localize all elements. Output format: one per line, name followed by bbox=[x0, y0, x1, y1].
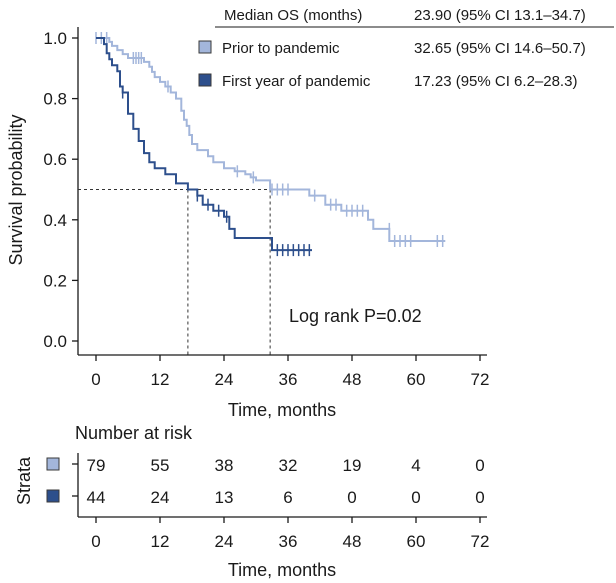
risk-value-prior: 55 bbox=[151, 456, 170, 475]
x-tick-label: 0 bbox=[91, 370, 100, 389]
risk-swatch-pandemic bbox=[46, 489, 60, 503]
x-tick-label: 12 bbox=[151, 370, 170, 389]
risk-value-pandemic: 6 bbox=[283, 488, 292, 507]
risk-value-prior: 38 bbox=[215, 456, 234, 475]
risk-value-pandemic: 24 bbox=[151, 488, 170, 507]
legend-header-label: Median OS (months) bbox=[224, 7, 362, 24]
risk-value-prior: 32 bbox=[279, 456, 298, 475]
y-tick-label: 0.6 bbox=[43, 150, 67, 169]
risk-value-prior: 79 bbox=[87, 456, 106, 475]
legend-entry-pandemic-value: 17.23 (95% CI 6.2–28.3) bbox=[414, 73, 577, 90]
y-tick-label: 1.0 bbox=[43, 29, 67, 48]
risk-x-tick-label: 60 bbox=[407, 532, 426, 551]
risk-x-axis-label: Time, months bbox=[228, 560, 336, 580]
survival-curves bbox=[95, 32, 446, 257]
y-ticks: 0.0 0.2 0.4 0.6 0.8 1.0 bbox=[43, 29, 78, 351]
risk-x-tick-label: 0 bbox=[91, 532, 100, 551]
risk-value-pandemic: 0 bbox=[411, 488, 420, 507]
survival-curve-pandemic bbox=[96, 37, 312, 252]
x-tick-label: 48 bbox=[343, 370, 362, 389]
legend-header-value: 23.90 (95% CI 13.1–34.7) bbox=[414, 7, 586, 24]
risk-value-pandemic: 0 bbox=[475, 488, 484, 507]
log-rank-annotation: Log rank P=0.02 bbox=[289, 306, 422, 326]
strata-label: Strata bbox=[14, 456, 34, 505]
legend-entry-prior-value: 32.65 (95% CI 14.6–50.7) bbox=[414, 40, 586, 57]
risk-x-tick-label: 48 bbox=[343, 532, 362, 551]
x-tick-label: 72 bbox=[471, 370, 490, 389]
legend-swatch-prior bbox=[198, 40, 212, 54]
y-axis-label: Survival probability bbox=[6, 114, 26, 265]
legend: Median OS (months) 23.90 (95% CI 13.1–34… bbox=[198, 7, 614, 90]
legend-entry-prior-name: Prior to pandemic bbox=[222, 40, 340, 57]
risk-value-prior: 4 bbox=[411, 456, 420, 475]
risk-value-pandemic: 13 bbox=[215, 488, 234, 507]
risk-value-prior: 0 bbox=[475, 456, 484, 475]
risk-table: Number at risk Strata 79 55 38 32 19 4 0 44 24 13… bbox=[14, 423, 489, 580]
x-ticks: 0 12 24 36 48 60 72 bbox=[91, 355, 489, 389]
x-tick-label: 36 bbox=[279, 370, 298, 389]
median-reference-lines bbox=[78, 189, 271, 355]
y-tick-label: 0.2 bbox=[43, 271, 67, 290]
risk-value-prior: 19 bbox=[343, 456, 362, 475]
risk-x-tick-label: 24 bbox=[215, 532, 234, 551]
legend-swatch-pandemic bbox=[198, 73, 212, 87]
legend-entry-pandemic-name: First year of pandemic bbox=[222, 73, 371, 90]
risk-value-pandemic: 44 bbox=[87, 488, 106, 507]
y-tick-label: 0.0 bbox=[43, 332, 67, 351]
risk-x-tick-label: 36 bbox=[279, 532, 298, 551]
x-tick-label: 60 bbox=[407, 370, 426, 389]
main-axes bbox=[77, 27, 487, 356]
risk-table-title: Number at risk bbox=[75, 423, 193, 443]
x-tick-label: 24 bbox=[215, 370, 234, 389]
risk-x-tick-label: 72 bbox=[471, 532, 490, 551]
survival-curve-prior bbox=[96, 37, 446, 242]
risk-values: 79 55 38 32 19 4 0 44 24 13 6 0 0 0 bbox=[87, 456, 485, 507]
risk-x-ticks: 0 12 24 36 48 60 72 bbox=[91, 517, 489, 551]
y-tick-label: 0.8 bbox=[43, 90, 67, 109]
risk-swatch-prior bbox=[46, 457, 60, 471]
x-axis-label: Time, months bbox=[228, 400, 336, 420]
risk-x-tick-label: 12 bbox=[151, 532, 170, 551]
y-tick-label: 0.4 bbox=[43, 211, 67, 230]
risk-value-pandemic: 0 bbox=[347, 488, 356, 507]
